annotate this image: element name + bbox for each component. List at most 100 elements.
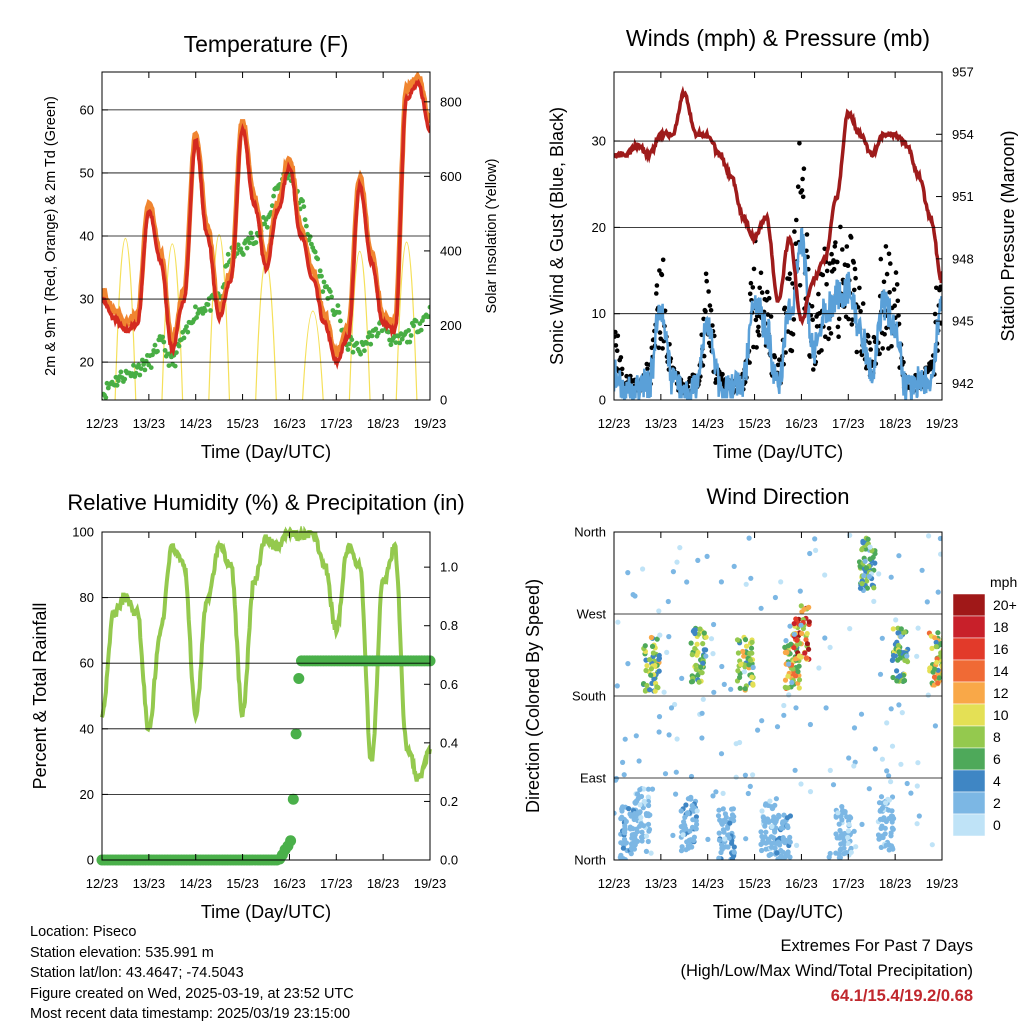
dewpoint-point	[264, 224, 270, 230]
direction-point	[899, 710, 905, 716]
direction-point	[893, 617, 899, 623]
direction-point	[648, 850, 654, 856]
direction-point	[670, 569, 677, 575]
extremes-box: Extremes For Past 7 Days (High/Low/Max W…	[680, 934, 973, 1009]
direction-point	[896, 553, 902, 559]
humidity-right-tick-label: 0.8	[440, 618, 458, 633]
direction-point	[785, 673, 791, 679]
direction-point	[700, 641, 706, 647]
direction-point	[614, 777, 619, 783]
direction-point	[720, 827, 727, 833]
direction-point	[656, 668, 662, 674]
station-latlon: Station lat/lon: 43.4647; -74.5043	[30, 965, 244, 981]
direction-point	[780, 835, 786, 842]
dewpoint-point	[373, 326, 379, 332]
direction-point	[632, 800, 639, 806]
dewpoint-point	[142, 367, 148, 373]
gust-point	[768, 314, 774, 319]
winds-right-tick-label: 942	[952, 376, 974, 391]
gust-point	[654, 283, 660, 288]
dewpoint-point	[150, 352, 155, 358]
dewpoint-point	[225, 251, 231, 257]
direction-point	[680, 832, 686, 838]
direction-point	[674, 736, 680, 742]
direction-point	[791, 631, 798, 637]
direction-point	[776, 813, 782, 820]
temperature-title: Temperature (F)	[184, 31, 349, 57]
gust-point	[615, 333, 621, 339]
direction-point	[773, 796, 780, 802]
direction-point	[803, 637, 809, 643]
gust-point	[886, 251, 892, 257]
direction-point	[737, 674, 743, 681]
direction-point	[638, 814, 644, 821]
direction-point	[637, 809, 643, 815]
direction-x-tick-label: 19/23	[926, 876, 959, 891]
winds-x-tick-label: 15/23	[738, 416, 771, 431]
direction-point	[939, 663, 942, 669]
direction-point	[681, 819, 687, 825]
direction-point	[859, 547, 865, 553]
direction-point	[851, 828, 857, 834]
direction-point	[890, 626, 896, 632]
direction-point	[924, 599, 930, 605]
dewpoint-point	[238, 246, 244, 252]
direction-series	[614, 532, 942, 860]
gust-point	[850, 317, 855, 323]
direction-point	[860, 540, 866, 546]
winds-y-tick-label: 0	[599, 393, 606, 408]
gust-point	[747, 291, 753, 297]
direction-point	[646, 813, 652, 819]
dewpoint-point	[329, 294, 334, 300]
gust-point	[893, 270, 899, 275]
recent-timestamp: Most recent data timestamp: 2025/03/19 2…	[30, 1006, 351, 1022]
direction-point	[623, 818, 629, 825]
gust-point	[880, 346, 885, 351]
direction-point	[925, 692, 931, 698]
temperature-left-label: 2m & 9m T (Red, Orange) & 2m Td (Green)	[43, 96, 59, 376]
dewpoint-point	[375, 330, 381, 336]
direction-y-axis: North East South West North	[572, 525, 942, 868]
direction-point	[916, 813, 922, 819]
direction-point	[851, 763, 857, 769]
direction-point	[641, 798, 647, 805]
direction-point	[645, 821, 652, 827]
dewpoint-point	[181, 335, 187, 341]
direction-point	[642, 643, 648, 649]
direction-point	[684, 579, 690, 585]
precip-point	[293, 673, 305, 684]
pressure-line	[614, 85, 942, 327]
dewpoint-point	[336, 310, 342, 315]
direction-point	[697, 626, 703, 632]
gust-point	[794, 217, 799, 223]
gust-point	[800, 176, 805, 182]
direction-point	[649, 643, 656, 650]
winds-x-label: Time (Day/UTC)	[713, 442, 843, 462]
direction-point	[929, 645, 935, 652]
gust-point	[614, 348, 620, 354]
direction-point	[794, 842, 800, 849]
direction-point	[929, 842, 935, 848]
dewpoint-point	[369, 333, 375, 339]
direction-point	[652, 688, 658, 694]
gust-point	[766, 295, 772, 301]
dewpoint-point	[249, 235, 255, 241]
temp-2m-line	[102, 78, 430, 370]
direction-point	[614, 810, 617, 816]
legend-label: 16	[993, 641, 1009, 657]
direction-point	[896, 702, 902, 708]
humidity-x-tick-label: 18/23	[367, 876, 400, 891]
dewpoint-point	[399, 336, 405, 342]
gust-point	[892, 303, 897, 309]
gust-point	[801, 166, 807, 171]
direction-point	[779, 820, 786, 827]
dewpoint-point	[140, 357, 145, 363]
direction-point	[678, 808, 684, 814]
dewpoint-point	[131, 362, 136, 368]
direction-point	[793, 616, 799, 622]
gust-point	[824, 268, 830, 274]
dewpoint-point	[365, 334, 371, 340]
direction-point	[937, 535, 942, 542]
direction-point	[841, 845, 847, 851]
dewpoint-point	[317, 268, 323, 274]
